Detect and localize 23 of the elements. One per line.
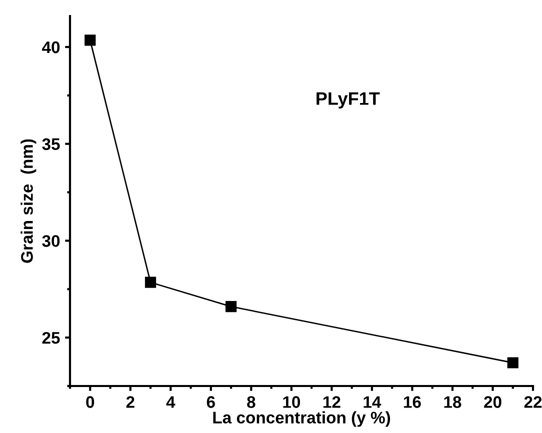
x-tick-label: 20: [484, 396, 502, 408]
y-axis-title: Grain size (nm): [20, 139, 36, 263]
x-tick-label: 18: [444, 396, 462, 408]
x-axis-title: La concentration (y %): [213, 411, 390, 427]
y-tick-label: 35: [42, 138, 60, 150]
x-tick-label: 14: [364, 396, 382, 408]
x-tick-label: 2: [126, 396, 134, 408]
point: [84, 34, 96, 46]
y-tick-label: 30: [42, 235, 60, 247]
point: [507, 357, 518, 368]
annotation: PLyF1T: [316, 92, 380, 109]
x-tick-label: 22: [524, 396, 542, 408]
x-tick-label: 4: [166, 396, 176, 408]
x-tick-label: 6: [206, 396, 215, 408]
y-tick-label: 25: [42, 332, 60, 344]
x-tick-label: 0: [86, 396, 94, 408]
x-tick-label: 10: [283, 396, 300, 408]
x-tick-label: 12: [323, 396, 340, 408]
point: [225, 301, 237, 312]
point: [144, 276, 156, 288]
x-tick-label: 8: [247, 396, 256, 408]
x-tick-label: 16: [404, 396, 421, 408]
y-tick-label: 40: [42, 41, 60, 54]
